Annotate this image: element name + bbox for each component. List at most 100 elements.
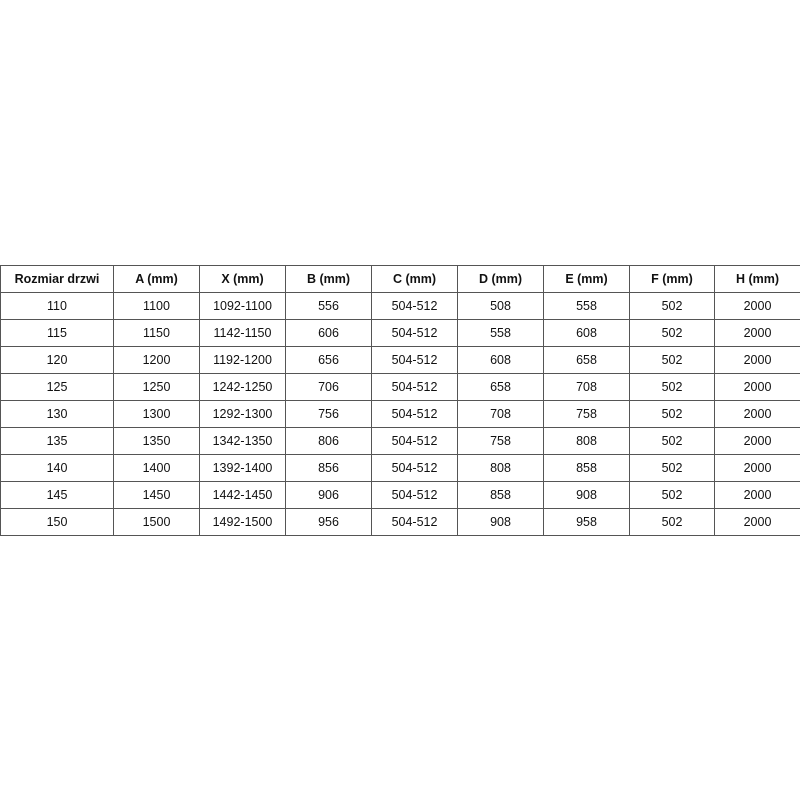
table-cell: 808 bbox=[543, 427, 630, 455]
column-header: E (mm) bbox=[543, 265, 630, 293]
table-cell: 2000 bbox=[714, 373, 800, 401]
table-cell: 502 bbox=[629, 319, 715, 347]
table-cell: 2000 bbox=[714, 481, 800, 509]
table-row: 110 1100 1092-1100 556 504-512 508 558 502 2000 bbox=[0, 292, 800, 320]
table-cell: 758 bbox=[543, 400, 630, 428]
table-row: 145 1450 1442-1450 906 504-512 858 908 502 2000 bbox=[0, 481, 800, 509]
table-cell: 502 bbox=[629, 427, 715, 455]
table-cell: 708 bbox=[457, 400, 544, 428]
table-cell: 556 bbox=[285, 292, 372, 320]
table-cell: 858 bbox=[457, 481, 544, 509]
table-cell: 756 bbox=[285, 400, 372, 428]
table-cell: 115 bbox=[0, 319, 114, 347]
table-cell: 110 bbox=[0, 292, 114, 320]
table-cell: 758 bbox=[457, 427, 544, 455]
table-cell: 1442-1450 bbox=[199, 481, 286, 509]
table-cell: 1342-1350 bbox=[199, 427, 286, 455]
table-cell: 140 bbox=[0, 454, 114, 482]
table-cell: 1492-1500 bbox=[199, 508, 286, 536]
table-cell: 504-512 bbox=[371, 508, 458, 536]
table-cell: 1250 bbox=[113, 373, 200, 401]
table-cell: 504-512 bbox=[371, 427, 458, 455]
table-cell: 502 bbox=[629, 481, 715, 509]
table-cell: 2000 bbox=[714, 454, 800, 482]
table-cell: 658 bbox=[543, 346, 630, 374]
table-cell: 504-512 bbox=[371, 481, 458, 509]
table-cell: 1142-1150 bbox=[199, 319, 286, 347]
table-cell: 130 bbox=[0, 400, 114, 428]
table-cell: 956 bbox=[285, 508, 372, 536]
table-cell: 2000 bbox=[714, 346, 800, 374]
column-header: H (mm) bbox=[714, 265, 800, 293]
table-cell: 608 bbox=[543, 319, 630, 347]
table-cell: 2000 bbox=[714, 400, 800, 428]
table-cell: 908 bbox=[543, 481, 630, 509]
table-cell: 2000 bbox=[714, 292, 800, 320]
table-cell: 2000 bbox=[714, 319, 800, 347]
column-header: B (mm) bbox=[285, 265, 372, 293]
table-cell: 1100 bbox=[113, 292, 200, 320]
table-cell: 558 bbox=[457, 319, 544, 347]
table-cell: 906 bbox=[285, 481, 372, 509]
table-cell: 135 bbox=[0, 427, 114, 455]
table-cell: 504-512 bbox=[371, 346, 458, 374]
table-cell: 1092-1100 bbox=[199, 292, 286, 320]
table-cell: 1242-1250 bbox=[199, 373, 286, 401]
table-row: 150 1500 1492-1500 956 504-512 908 958 502 2000 bbox=[0, 508, 800, 536]
table-cell: 502 bbox=[629, 292, 715, 320]
table-cell: 658 bbox=[457, 373, 544, 401]
table-cell: 1192-1200 bbox=[199, 346, 286, 374]
table-row: 130 1300 1292-1300 756 504-512 708 758 502 2000 bbox=[0, 400, 800, 428]
table-cell: 504-512 bbox=[371, 454, 458, 482]
table-cell: 1300 bbox=[113, 400, 200, 428]
column-header: D (mm) bbox=[457, 265, 544, 293]
table-cell: 1392-1400 bbox=[199, 454, 286, 482]
table-cell: 1400 bbox=[113, 454, 200, 482]
table-row: 140 1400 1392-1400 856 504-512 808 858 502 2000 bbox=[0, 454, 800, 482]
column-header: C (mm) bbox=[371, 265, 458, 293]
column-header: Rozmiar drzwi bbox=[0, 265, 114, 293]
table-cell: 656 bbox=[285, 346, 372, 374]
table-cell: 150 bbox=[0, 508, 114, 536]
column-header: F (mm) bbox=[629, 265, 715, 293]
table-row: 120 1200 1192-1200 656 504-512 608 658 502 2000 bbox=[0, 346, 800, 374]
dimensions-table: Rozmiar drzwi A (mm) X (mm) B (mm) C (mm) D (… bbox=[0, 265, 800, 536]
column-header: A (mm) bbox=[113, 265, 200, 293]
table-cell: 1350 bbox=[113, 427, 200, 455]
header-row: Rozmiar drzwi A (mm) X (mm) B (mm) C (mm) D (… bbox=[0, 265, 800, 293]
table-cell: 706 bbox=[285, 373, 372, 401]
table-cell: 1450 bbox=[113, 481, 200, 509]
table-cell: 608 bbox=[457, 346, 544, 374]
table-cell: 1292-1300 bbox=[199, 400, 286, 428]
table-cell: 504-512 bbox=[371, 292, 458, 320]
table-cell: 502 bbox=[629, 346, 715, 374]
table-row: 135 1350 1342-1350 806 504-512 758 808 502 2000 bbox=[0, 427, 800, 455]
table-cell: 908 bbox=[457, 508, 544, 536]
table-row: 125 1250 1242-1250 706 504-512 658 708 502 2000 bbox=[0, 373, 800, 401]
table-cell: 1500 bbox=[113, 508, 200, 536]
table-cell: 606 bbox=[285, 319, 372, 347]
table-cell: 145 bbox=[0, 481, 114, 509]
table-cell: 856 bbox=[285, 454, 372, 482]
table-cell: 508 bbox=[457, 292, 544, 320]
table-cell: 858 bbox=[543, 454, 630, 482]
table-cell: 502 bbox=[629, 400, 715, 428]
table-cell: 125 bbox=[0, 373, 114, 401]
column-header: X (mm) bbox=[199, 265, 286, 293]
table-cell: 504-512 bbox=[371, 373, 458, 401]
table-cell: 504-512 bbox=[371, 400, 458, 428]
table-cell: 502 bbox=[629, 508, 715, 536]
table-cell: 502 bbox=[629, 373, 715, 401]
table-cell: 2000 bbox=[714, 427, 800, 455]
table-cell: 806 bbox=[285, 427, 372, 455]
table-cell: 708 bbox=[543, 373, 630, 401]
table-cell: 120 bbox=[0, 346, 114, 374]
table-cell: 958 bbox=[543, 508, 630, 536]
table-row: 115 1150 1142-1150 606 504-512 558 608 502 2000 bbox=[0, 319, 800, 347]
table-cell: 1150 bbox=[113, 319, 200, 347]
table-cell: 808 bbox=[457, 454, 544, 482]
table-cell: 504-512 bbox=[371, 319, 458, 347]
table-cell: 1200 bbox=[113, 346, 200, 374]
table-cell: 502 bbox=[629, 454, 715, 482]
table-cell: 558 bbox=[543, 292, 630, 320]
